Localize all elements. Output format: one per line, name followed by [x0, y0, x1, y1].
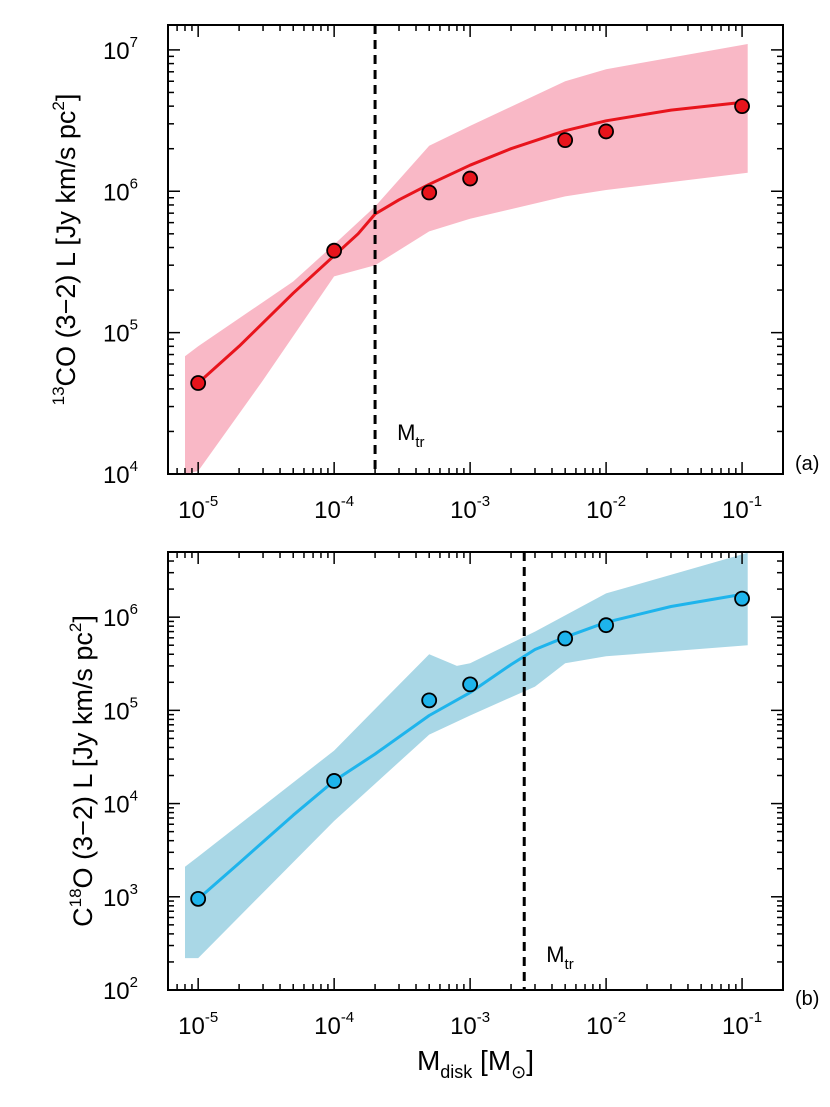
data-point [557, 132, 574, 149]
model-curve [197, 100, 748, 385]
axes-frame [167, 551, 784, 991]
uncertainty-band [185, 44, 748, 474]
panel-label: (a) [795, 453, 819, 475]
data-point [734, 590, 750, 607]
y-tick-label: 106 [103, 601, 138, 632]
y-tick-label: 104 [103, 788, 138, 819]
ticks [167, 551, 784, 991]
transition-mass-label: Mtr [546, 942, 574, 973]
data-point [190, 890, 207, 907]
ticks [167, 25, 784, 475]
y-tick-label: 104 [103, 458, 138, 489]
data-point [421, 184, 438, 201]
plot-area [185, 44, 748, 474]
y-axis-label: 13CO (3−2) L [Jy km/s pc2] [49, 94, 81, 406]
data-point [190, 375, 207, 391]
data-point [598, 617, 614, 634]
y-axis-label: C18O (3−2) L [Jy km/s pc2] [66, 615, 98, 927]
x-tick-label: 10-5 [178, 1009, 218, 1040]
data-point [462, 170, 479, 187]
data-point [734, 98, 750, 115]
x-tick-label: 10-1 [722, 493, 762, 524]
y-tick-label: 102 [103, 974, 138, 1005]
y-tick-label: 103 [103, 881, 138, 912]
data-point [557, 630, 574, 647]
x-tick-label: 10-3 [450, 493, 490, 524]
panel-a: 10-5 10-4 10-3 10-2 10-1 104 105 106 107 Mtr (a) 13… [49, 24, 819, 524]
axes-frame [167, 24, 784, 475]
data-point [462, 676, 479, 693]
x-tick-label: 10-2 [586, 493, 626, 524]
x-tick-label: 10-4 [314, 493, 354, 524]
y-tick-label: 105 [103, 694, 138, 725]
data-point [326, 773, 343, 789]
transition-mass-label: Mtr [397, 420, 425, 451]
x-tick-label: 10-2 [586, 1009, 626, 1040]
x-tick-label: 10-5 [178, 493, 218, 524]
x-tick-label: 10-4 [314, 1009, 354, 1040]
x-tick-label: 10-1 [722, 1009, 762, 1040]
y-tick-label: 107 [103, 34, 138, 65]
x-axis-label: Mdisk [M⊙] [417, 1045, 534, 1082]
data-point [421, 692, 438, 709]
y-tick-label: 106 [103, 175, 138, 206]
data-point [326, 242, 343, 259]
y-tick-label: 105 [103, 317, 138, 348]
x-tick-label: 10-3 [450, 1009, 490, 1040]
uncertainty-band [185, 552, 748, 959]
panel-b: 10-5 10-4 10-3 10-2 10-1 102 103 104 105 106 Mtr (b… [66, 551, 819, 1082]
panel-label: (b) [795, 988, 819, 1010]
data-point [598, 123, 614, 140]
